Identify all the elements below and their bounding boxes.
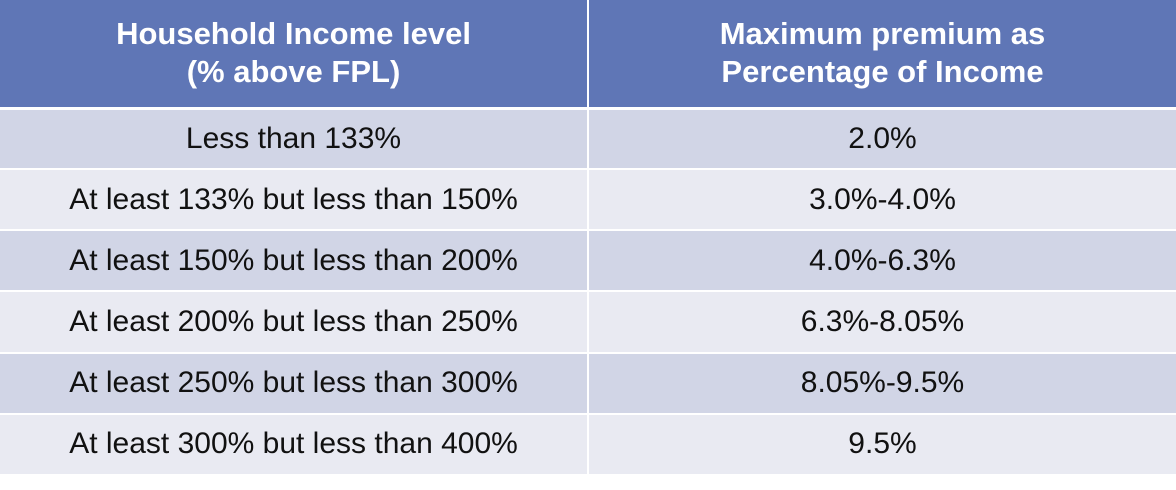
table-row: At least 250% but less than 300% 8.05%-9… — [0, 352, 1176, 415]
max-premium-cell: 4.0%-6.3% — [588, 230, 1176, 293]
income-level-cell: At least 133% but less than 150% — [0, 169, 589, 232]
income-level-cell: At least 150% but less than 200% — [0, 230, 589, 293]
income-level-cell: At least 300% but less than 400% — [0, 413, 589, 477]
header-max-premium-line-2: Percentage of Income — [721, 54, 1044, 90]
header-max-premium: Maximum premium as Percentage of Income — [588, 0, 1176, 110]
table-row: Less than 133% 2.0% — [0, 108, 1176, 171]
table-row: At least 300% but less than 400% 9.5% — [0, 413, 1176, 477]
max-premium-cell: 3.0%-4.0% — [588, 169, 1176, 232]
header-row: Household Income level (% above FPL) Max… — [0, 0, 1176, 110]
table-body: Less than 133% 2.0% At least 133% but le… — [0, 108, 1176, 477]
income-level-cell: At least 200% but less than 250% — [0, 291, 589, 354]
income-level-cell: Less than 133% — [0, 108, 589, 171]
table-row: At least 133% but less than 150% 3.0%-4.… — [0, 169, 1176, 232]
max-premium-cell: 8.05%-9.5% — [588, 352, 1176, 415]
premium-table-container: Household Income level (% above FPL) Max… — [0, 0, 1176, 477]
table-row: At least 150% but less than 200% 4.0%-6.… — [0, 230, 1176, 293]
income-level-cell: At least 250% but less than 300% — [0, 352, 589, 415]
header-income-level-line-1: Household Income level — [116, 16, 471, 52]
max-premium-cell: 9.5% — [588, 413, 1176, 477]
header-income-level-line-2: (% above FPL) — [186, 54, 401, 90]
max-premium-cell: 6.3%-8.05% — [588, 291, 1176, 354]
header-income-level: Household Income level (% above FPL) — [0, 0, 589, 110]
table-header: Household Income level (% above FPL) Max… — [0, 0, 1176, 110]
header-max-premium-line-1: Maximum premium as — [719, 16, 1046, 52]
premium-table: Household Income level (% above FPL) Max… — [0, 0, 1176, 477]
table-row: At least 200% but less than 250% 6.3%-8.… — [0, 291, 1176, 354]
max-premium-cell: 2.0% — [588, 108, 1176, 171]
